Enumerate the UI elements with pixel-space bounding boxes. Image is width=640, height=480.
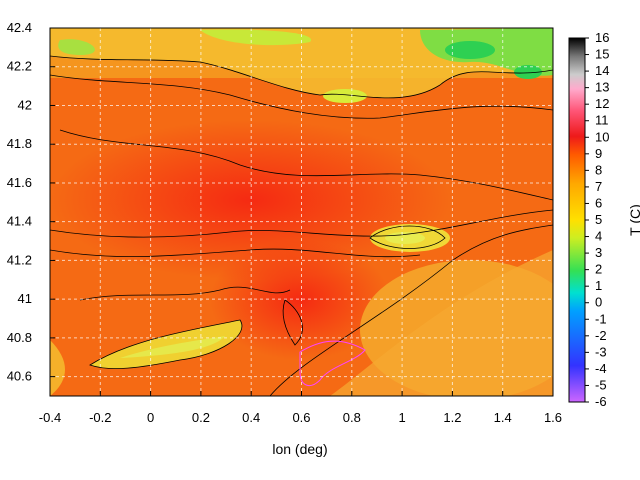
colorbar [568, 37, 586, 403]
colorbar-tick-label: 4 [595, 229, 602, 244]
colorbar-tick-label: 6 [595, 195, 602, 210]
colorbar-tick-label: 1 [595, 278, 602, 293]
colorbar-tick-label: -1 [595, 311, 607, 326]
colorbar-tick-label: -2 [595, 328, 607, 343]
grid [50, 28, 553, 396]
y-tick-label: 40.6 [7, 369, 32, 384]
y-tick-label: 41.4 [7, 214, 32, 229]
x-tick-label: 1 [398, 410, 405, 425]
colorbar-tick-label: 14 [595, 63, 609, 78]
x-axis-label: lon (deg) [272, 441, 327, 457]
x-tick-label: 1.4 [494, 410, 512, 425]
magenta-contour [299, 340, 366, 387]
y-tick-label: 42.2 [7, 59, 32, 74]
colorbar-tick-label: 7 [595, 179, 602, 194]
colorbar-tick-label: 10 [595, 129, 609, 144]
colorbar-tick-label: 3 [595, 245, 602, 260]
colorbar-tick-label: 13 [595, 80, 609, 95]
colorbar-tick-label: 15 [595, 47, 609, 62]
contour-lines [50, 55, 553, 396]
y-tick-label: 42 [18, 97, 32, 112]
y-tick-label: 41.2 [7, 252, 32, 267]
x-tick-label: 0.2 [192, 410, 210, 425]
colorbar-tick-label: 0 [595, 295, 602, 310]
x-tick-label: 1.6 [544, 410, 562, 425]
colorbar-tick-label: 9 [595, 146, 602, 161]
colorbar-label: T (C) [627, 204, 640, 236]
colorbar-tick-label: -6 [595, 394, 607, 409]
x-tick-label: 0.8 [343, 410, 361, 425]
colorbar-tick-label: 5 [595, 212, 602, 227]
y-tick-label: 41.8 [7, 136, 32, 151]
colorbar-tick-label: -3 [595, 344, 607, 359]
y-tick-label: 41 [18, 291, 32, 306]
colorbar-tick-label: 11 [595, 113, 609, 128]
y-tick-label: 40.8 [7, 330, 32, 345]
x-tick-label: 0 [147, 410, 154, 425]
x-axis-ticks: -0.4 -0.2 0 0.2 0.4 0.6 0.8 1 1.2 1.4 1.6 [39, 391, 562, 425]
colorbar-tick-label: -5 [595, 377, 607, 392]
x-tick-label: 0.4 [242, 410, 260, 425]
colorbar-tick-label: -4 [595, 361, 607, 376]
x-tick-label: 0.6 [292, 410, 310, 425]
colorbar-tick-label: 2 [595, 262, 602, 277]
colorbar-tick-label: 8 [595, 162, 602, 177]
colorbar-tick-label: 16 [595, 30, 609, 45]
x-tick-label: -0.4 [39, 410, 61, 425]
y-tick-label: 41.6 [7, 175, 32, 190]
y-axis-ticks: 40.6 40.8 41 41.2 41.4 41.6 41.8 42 42.2 42.4 [7, 20, 55, 384]
y-tick-label: 42.4 [7, 20, 32, 35]
x-tick-label: 1.2 [443, 410, 461, 425]
colorbar-tick-label: 12 [595, 96, 609, 111]
x-tick-label: -0.2 [89, 410, 111, 425]
